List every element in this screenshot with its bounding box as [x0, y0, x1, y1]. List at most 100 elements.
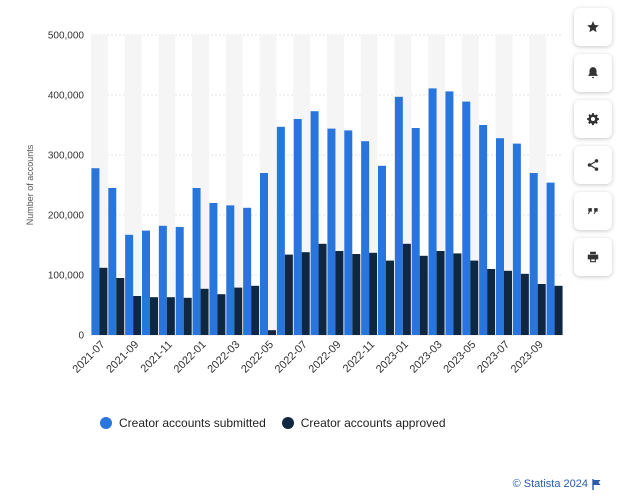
- bar-approved[interactable]: [369, 252, 378, 335]
- x-tick-label: 2021-09: [104, 339, 141, 376]
- bar-submitted[interactable]: [378, 165, 386, 335]
- bar-approved[interactable]: [554, 285, 563, 335]
- legend: Creator accounts submitted Creator accou…: [100, 416, 446, 430]
- bar-approved[interactable]: [284, 254, 293, 335]
- share-icon: [587, 159, 599, 171]
- bar-approved[interactable]: [116, 278, 125, 335]
- bar-submitted[interactable]: [158, 225, 167, 335]
- bar-approved[interactable]: [453, 253, 462, 335]
- quote-icon: [587, 208, 598, 214]
- y-tick-labels: 0 100,000 200,000 300,000 400,000 500,000: [48, 31, 85, 342]
- cite-button[interactable]: [574, 192, 612, 230]
- bar-submitted[interactable]: [394, 96, 403, 335]
- x-tick-label: 2023-05: [441, 339, 478, 376]
- y-axis-title: Number of accounts: [25, 144, 35, 225]
- legend-item-approved[interactable]: Creator accounts approved: [281, 416, 446, 430]
- bar-approved[interactable]: [166, 297, 175, 335]
- bar-submitted[interactable]: [462, 101, 471, 335]
- x-tick-label: 2022-09: [307, 339, 344, 376]
- bar-approved[interactable]: [352, 254, 361, 335]
- legend-swatch-approved: [281, 417, 294, 429]
- bars: [91, 88, 563, 336]
- bar-approved[interactable]: [436, 251, 445, 335]
- bar-submitted[interactable]: [496, 138, 504, 335]
- bar-submitted[interactable]: [529, 173, 538, 335]
- bar-submitted[interactable]: [175, 227, 184, 335]
- bar-approved[interactable]: [99, 267, 108, 335]
- bar-approved[interactable]: [133, 296, 142, 335]
- notification-button[interactable]: [574, 54, 612, 92]
- bar-approved[interactable]: [335, 251, 344, 335]
- bar-chart: 0 100,000 200,000 300,000 400,000 500,000 202…: [25, 31, 563, 376]
- y-tick-label: 200,000: [48, 211, 85, 222]
- bar-approved[interactable]: [487, 269, 496, 335]
- bar-submitted[interactable]: [91, 168, 100, 335]
- x-tick-label: 2021-07: [71, 339, 108, 376]
- y-tick-label: 100,000: [48, 271, 85, 282]
- bar-approved[interactable]: [386, 260, 394, 335]
- x-tick-label: 2023-09: [509, 339, 546, 376]
- bar-submitted[interactable]: [260, 173, 268, 335]
- share-button[interactable]: [574, 146, 612, 184]
- x-tick-label: 2022-07: [273, 339, 310, 376]
- star-icon: [587, 21, 599, 33]
- legend-swatch-submitted: [100, 417, 112, 429]
- bar-submitted[interactable]: [142, 230, 150, 335]
- x-tick-label: 2023-07: [475, 339, 512, 376]
- bar-approved[interactable]: [301, 252, 310, 335]
- bar-approved[interactable]: [470, 260, 479, 335]
- bar-submitted[interactable]: [479, 125, 488, 335]
- x-tick-label: 2022-03: [205, 339, 242, 376]
- bar-submitted[interactable]: [209, 203, 218, 335]
- x-tick-label: 2022-05: [239, 339, 276, 376]
- bar-approved[interactable]: [504, 270, 512, 335]
- y-tick-label: 300,000: [48, 151, 85, 162]
- bell-icon: [588, 67, 598, 79]
- y-tick-label: 0: [78, 331, 84, 342]
- bar-submitted[interactable]: [411, 128, 420, 335]
- favorite-button[interactable]: [574, 8, 612, 46]
- bar-approved[interactable]: [251, 285, 260, 335]
- settings-button[interactable]: [574, 100, 612, 138]
- bar-approved[interactable]: [520, 273, 529, 335]
- legend-item-submitted[interactable]: Creator accounts submitted: [100, 416, 266, 430]
- bar-approved[interactable]: [217, 294, 226, 335]
- bar-submitted[interactable]: [293, 119, 302, 335]
- bar-approved[interactable]: [419, 255, 428, 335]
- bar-submitted[interactable]: [512, 143, 521, 335]
- bar-approved[interactable]: [150, 297, 158, 335]
- bar-approved[interactable]: [318, 243, 327, 335]
- bar-submitted[interactable]: [276, 126, 285, 335]
- bar-submitted[interactable]: [327, 128, 336, 335]
- statista-credit[interactable]: © Statista 2024: [513, 478, 602, 490]
- bar-approved[interactable]: [234, 287, 243, 335]
- bar-submitted[interactable]: [125, 234, 134, 335]
- x-tick-label: 2023-03: [408, 339, 445, 376]
- print-button[interactable]: [574, 238, 612, 276]
- bar-approved[interactable]: [402, 243, 411, 335]
- bar-submitted[interactable]: [344, 130, 353, 335]
- bar-submitted[interactable]: [546, 182, 555, 335]
- gear-icon: [587, 113, 600, 126]
- bar-submitted[interactable]: [226, 205, 235, 335]
- bar-submitted[interactable]: [310, 111, 319, 335]
- bar-submitted[interactable]: [192, 188, 201, 335]
- x-tick-label: 2023-01: [374, 339, 411, 376]
- flag-icon: [592, 478, 601, 490]
- bar-submitted[interactable]: [361, 141, 370, 335]
- chart-toolbar: [574, 8, 612, 284]
- legend-label-approved: Creator accounts approved: [300, 416, 446, 430]
- bar-submitted[interactable]: [108, 188, 117, 335]
- bar-submitted[interactable]: [428, 88, 437, 336]
- y-tick-label: 500,000: [48, 31, 85, 42]
- legend-label-submitted: Creator accounts submitted: [119, 416, 266, 430]
- bar-submitted[interactable]: [243, 207, 252, 335]
- bar-approved[interactable]: [537, 284, 546, 335]
- bar-approved[interactable]: [200, 288, 209, 335]
- x-tick-label: 2022-01: [172, 339, 209, 376]
- bar-approved[interactable]: [268, 330, 276, 335]
- x-tick-label: 2022-11: [341, 339, 377, 375]
- x-tick-label: 2021-11: [139, 339, 175, 375]
- bar-approved[interactable]: [183, 297, 192, 335]
- bar-submitted[interactable]: [445, 91, 454, 336]
